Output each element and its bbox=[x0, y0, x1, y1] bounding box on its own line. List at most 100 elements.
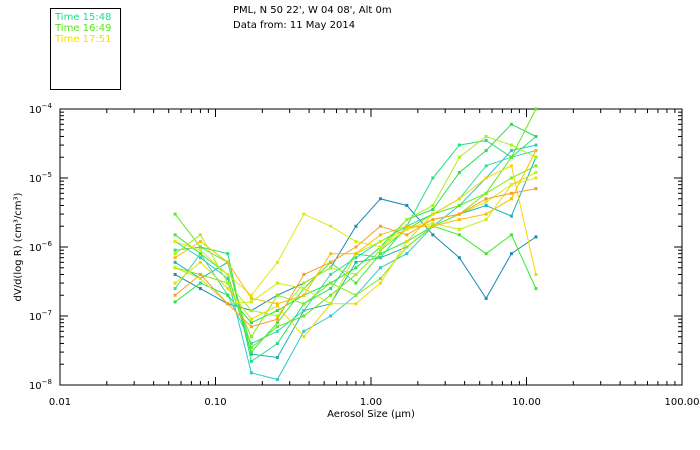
data-point bbox=[457, 212, 461, 216]
data-point bbox=[534, 107, 538, 111]
data-point bbox=[431, 176, 435, 180]
series-8 bbox=[173, 107, 538, 349]
series-13 bbox=[173, 164, 538, 339]
x-tick-label: 10.00 bbox=[512, 397, 541, 408]
data-point bbox=[173, 266, 177, 270]
data-point bbox=[275, 304, 279, 308]
data-point bbox=[173, 212, 177, 216]
data-point bbox=[354, 252, 358, 256]
data-point bbox=[173, 233, 177, 237]
data-point bbox=[275, 356, 279, 360]
data-point bbox=[484, 203, 488, 207]
data-point bbox=[329, 314, 333, 318]
y-tick-base: 10 bbox=[29, 105, 42, 116]
data-point bbox=[378, 197, 382, 201]
data-point bbox=[431, 203, 435, 207]
data-point bbox=[173, 272, 177, 276]
data-point bbox=[354, 281, 358, 285]
data-point bbox=[405, 240, 409, 244]
data-point bbox=[509, 122, 513, 126]
data-point bbox=[249, 371, 253, 375]
y-axis-title: dV/d(log R) (cm³/cm³) bbox=[13, 192, 24, 301]
data-point bbox=[405, 203, 409, 207]
data-point bbox=[405, 245, 409, 249]
y-tick-base: 10 bbox=[29, 312, 42, 323]
data-point bbox=[354, 240, 358, 244]
data-point bbox=[249, 325, 253, 329]
y-tick-base: 10 bbox=[29, 381, 42, 392]
data-point bbox=[509, 155, 513, 159]
data-point bbox=[484, 164, 488, 168]
data-point bbox=[226, 281, 230, 285]
data-point bbox=[457, 218, 461, 222]
data-point bbox=[509, 233, 513, 237]
data-point bbox=[534, 155, 538, 159]
data-point bbox=[198, 276, 202, 280]
data-point bbox=[431, 233, 435, 237]
series-line bbox=[174, 165, 537, 338]
series-line bbox=[174, 165, 537, 338]
data-point bbox=[275, 260, 279, 264]
data-point bbox=[226, 276, 230, 280]
series-line bbox=[174, 123, 537, 324]
legend: Time 15:48 Time 16:49 Time 17:51 bbox=[50, 8, 121, 90]
data-point bbox=[249, 293, 253, 297]
data-point bbox=[534, 171, 538, 175]
series-line bbox=[174, 108, 537, 349]
data-point bbox=[457, 143, 461, 147]
data-point bbox=[405, 218, 409, 222]
data-point bbox=[378, 266, 382, 270]
data-point bbox=[354, 260, 358, 264]
data-point bbox=[484, 134, 488, 138]
series-10 bbox=[173, 134, 538, 318]
data-point bbox=[509, 143, 513, 147]
data-point bbox=[509, 183, 513, 187]
data-point bbox=[484, 296, 488, 300]
data-point bbox=[354, 266, 358, 270]
data-point bbox=[275, 325, 279, 329]
data-point bbox=[275, 321, 279, 325]
data-point bbox=[534, 187, 538, 191]
data-point bbox=[226, 252, 230, 256]
data-point bbox=[329, 224, 333, 228]
data-point bbox=[302, 314, 306, 318]
data-point bbox=[302, 329, 306, 333]
data-point bbox=[198, 260, 202, 264]
data-point bbox=[173, 252, 177, 256]
x-axis-title: Aerosol Size (μm) bbox=[327, 409, 415, 420]
plot-frame bbox=[59, 108, 683, 386]
location-header: PML, N 50 22', W 04 08', Alt 0m bbox=[233, 5, 392, 16]
data-point bbox=[509, 252, 513, 256]
data-point bbox=[534, 287, 538, 291]
data-point bbox=[173, 248, 177, 252]
data-point bbox=[457, 171, 461, 175]
series-12 bbox=[173, 176, 538, 297]
legend-item-3: Time 17:51 bbox=[55, 34, 112, 45]
data-point bbox=[329, 272, 333, 276]
data-point bbox=[534, 149, 538, 153]
x-tick-label: 0.10 bbox=[204, 397, 226, 408]
data-point bbox=[457, 233, 461, 237]
data-point bbox=[354, 256, 358, 260]
data-point bbox=[431, 212, 435, 216]
data-point bbox=[302, 335, 306, 339]
y-tick-label: 10−6 bbox=[29, 240, 53, 254]
data-point bbox=[457, 227, 461, 231]
data-point bbox=[329, 293, 333, 297]
data-point bbox=[484, 200, 488, 204]
data-point bbox=[249, 321, 253, 325]
data-point bbox=[275, 281, 279, 285]
data-point bbox=[378, 240, 382, 244]
data-point bbox=[378, 252, 382, 256]
data-point bbox=[173, 256, 177, 260]
data-point bbox=[509, 191, 513, 195]
data-point bbox=[405, 224, 409, 228]
data-point bbox=[198, 272, 202, 276]
data-point bbox=[249, 352, 253, 356]
data-point bbox=[378, 233, 382, 237]
data-point bbox=[275, 309, 279, 313]
data-point bbox=[509, 176, 513, 180]
x-tick-label: 1.00 bbox=[360, 397, 382, 408]
series-15 bbox=[173, 187, 538, 329]
